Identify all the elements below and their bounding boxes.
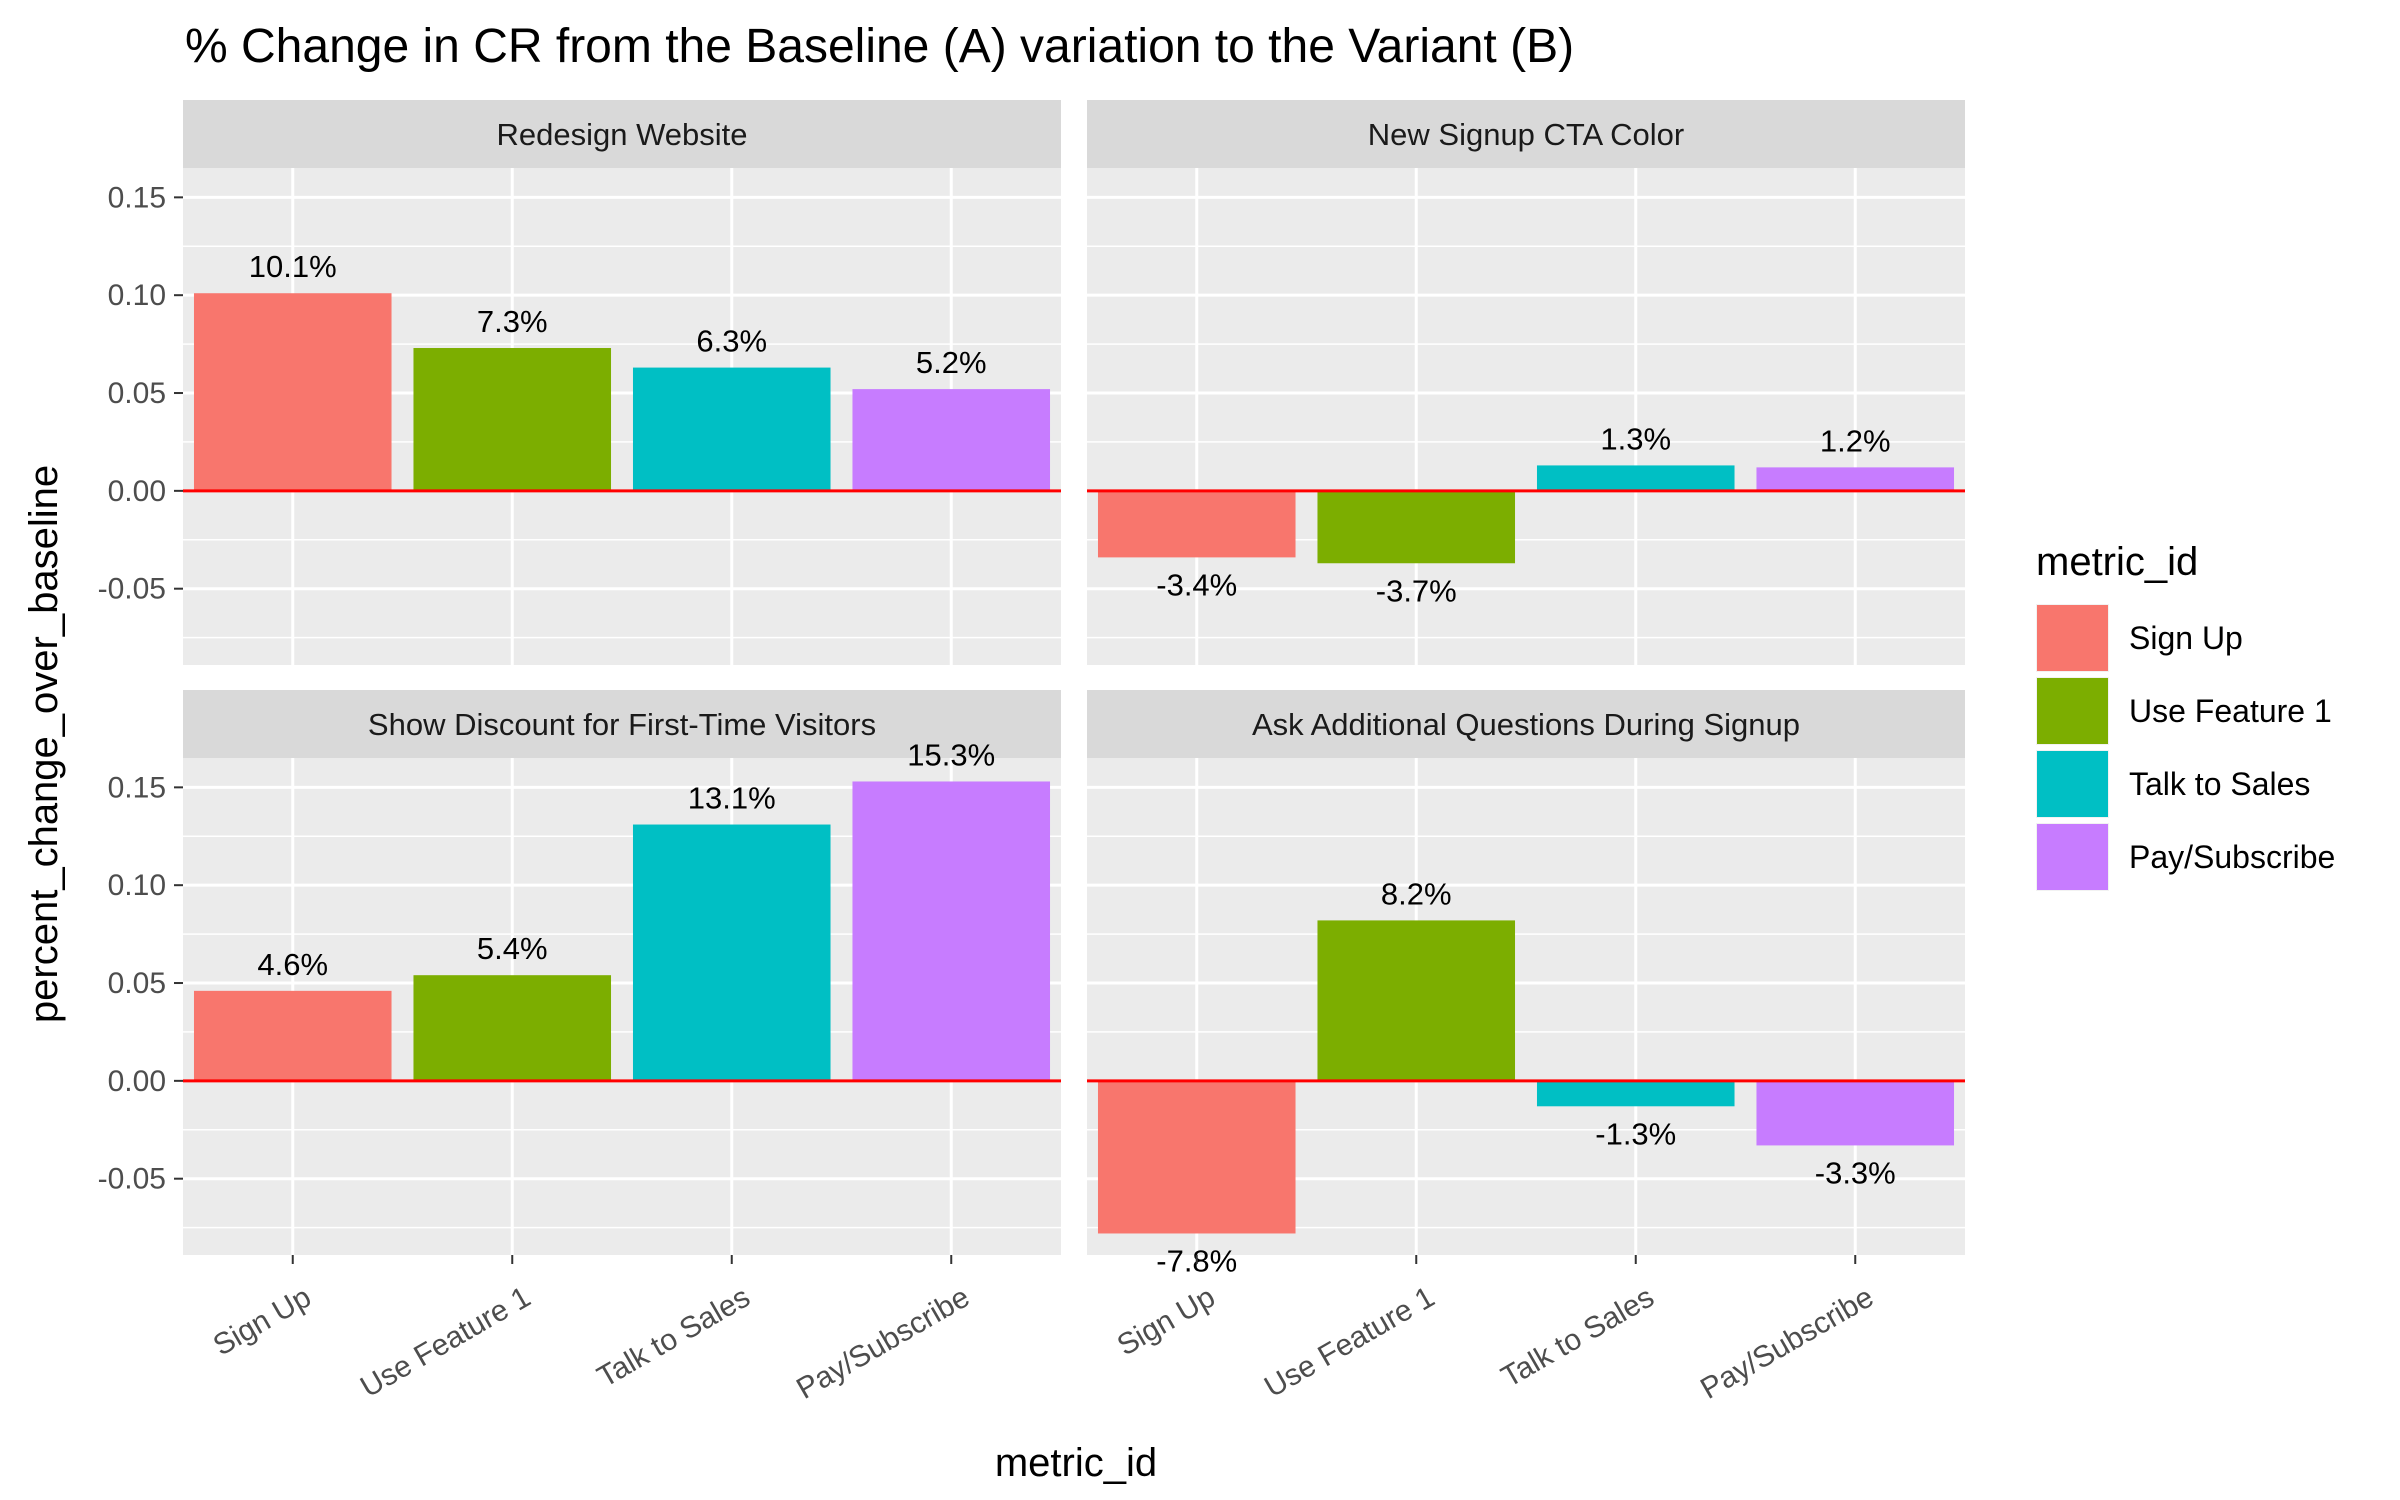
panel-strip — [183, 690, 1061, 758]
legend-label: Pay/Subscribe — [2129, 839, 2335, 875]
data-label: 5.2% — [916, 345, 987, 380]
data-label: -3.7% — [1376, 573, 1457, 608]
y-tick-label: 0.00 — [108, 475, 166, 508]
bar-use-feature-1 — [1317, 920, 1516, 1081]
bar-sign-up — [1097, 1080, 1296, 1234]
y-tick-label: 0.10 — [108, 869, 166, 902]
y-axis-title: percent_change_over_baseline — [22, 465, 66, 1023]
legend-label: Use Feature 1 — [2129, 693, 2332, 729]
bar-sign-up — [193, 293, 392, 491]
y-tick-label: -0.05 — [98, 1163, 166, 1196]
legend-label: Talk to Sales — [2129, 766, 2310, 802]
bar-sign-up — [193, 990, 392, 1081]
facet-panels: Redesign Website 10.1% 7.3% 6.3% 5.2% -0.05 0.… — [98, 100, 1965, 1406]
legend-swatch — [2037, 678, 2108, 744]
data-label: 1.3% — [1600, 421, 1671, 456]
bar-talk-to-sales — [632, 824, 831, 1081]
legend: metric_id Sign Up Use Feature 1 Talk to Sa… — [2036, 540, 2335, 891]
y-axis-title-group: percent_change_over_baseline — [22, 465, 66, 1023]
data-label: -3.4% — [1156, 567, 1237, 602]
panel-1: Redesign Website 10.1% 7.3% 6.3% 5.2% -0.05 0.… — [98, 100, 1061, 665]
data-label: -3.3% — [1815, 1155, 1896, 1190]
y-tick-label: 0.15 — [108, 771, 166, 804]
y-tick-label: 0.15 — [108, 181, 166, 214]
chart-title: % Change in CR from the Baseline (A) var… — [185, 20, 1574, 73]
panel-title: New Signup CTA Color — [1368, 117, 1684, 152]
y-tick-label: -0.05 — [98, 573, 166, 606]
panel-title: Redesign Website — [496, 117, 747, 152]
bar-talk-to-sales — [1536, 1080, 1735, 1107]
bar-use-feature-1 — [1317, 490, 1516, 564]
panel-title: Ask Additional Questions During Signup — [1252, 707, 1800, 742]
panel-strip — [183, 100, 1061, 168]
bar-pay-subscribe — [852, 389, 1051, 491]
data-label: 6.3% — [696, 324, 767, 359]
x-axis-title: metric_id — [995, 1441, 1157, 1485]
bar-pay-subscribe — [852, 781, 1051, 1081]
legend-label: Sign Up — [2129, 620, 2243, 656]
legend-swatch — [2037, 605, 2108, 671]
bar-talk-to-sales — [1536, 465, 1735, 491]
y-tick-label: 0.05 — [108, 377, 166, 410]
bar-sign-up — [1097, 490, 1296, 558]
panel-2: New Signup CTA Color -3.4% -3.7% 1.3% 1.2% — [1087, 100, 1965, 665]
bar-use-feature-1 — [413, 348, 612, 491]
y-tick-label: 0.10 — [108, 279, 166, 312]
data-label: 4.6% — [257, 947, 328, 982]
y-tick-label: 0.00 — [108, 1065, 166, 1098]
legend-title: metric_id — [2036, 540, 2198, 584]
data-label: 5.4% — [477, 931, 548, 966]
bar-pay-subscribe — [1756, 1080, 1955, 1146]
panel-background — [1087, 168, 1965, 665]
data-label: 8.2% — [1381, 876, 1452, 911]
data-label: -1.3% — [1595, 1116, 1676, 1151]
bar-talk-to-sales — [632, 367, 831, 491]
bar-use-feature-1 — [413, 975, 612, 1081]
y-tick-label: 0.05 — [108, 967, 166, 1000]
data-label: 13.1% — [688, 781, 776, 816]
data-label: 1.2% — [1820, 423, 1891, 458]
legend-swatch — [2037, 824, 2108, 890]
legend-swatch — [2037, 751, 2108, 817]
data-label: 15.3% — [907, 737, 995, 772]
data-label: 10.1% — [249, 249, 337, 284]
bar-pay-subscribe — [1756, 467, 1955, 491]
panel-title: Show Discount for First-Time Visitors — [368, 707, 876, 742]
data-label: 7.3% — [477, 304, 548, 339]
panel-strip — [1087, 100, 1965, 168]
panel-strip — [1087, 690, 1965, 758]
